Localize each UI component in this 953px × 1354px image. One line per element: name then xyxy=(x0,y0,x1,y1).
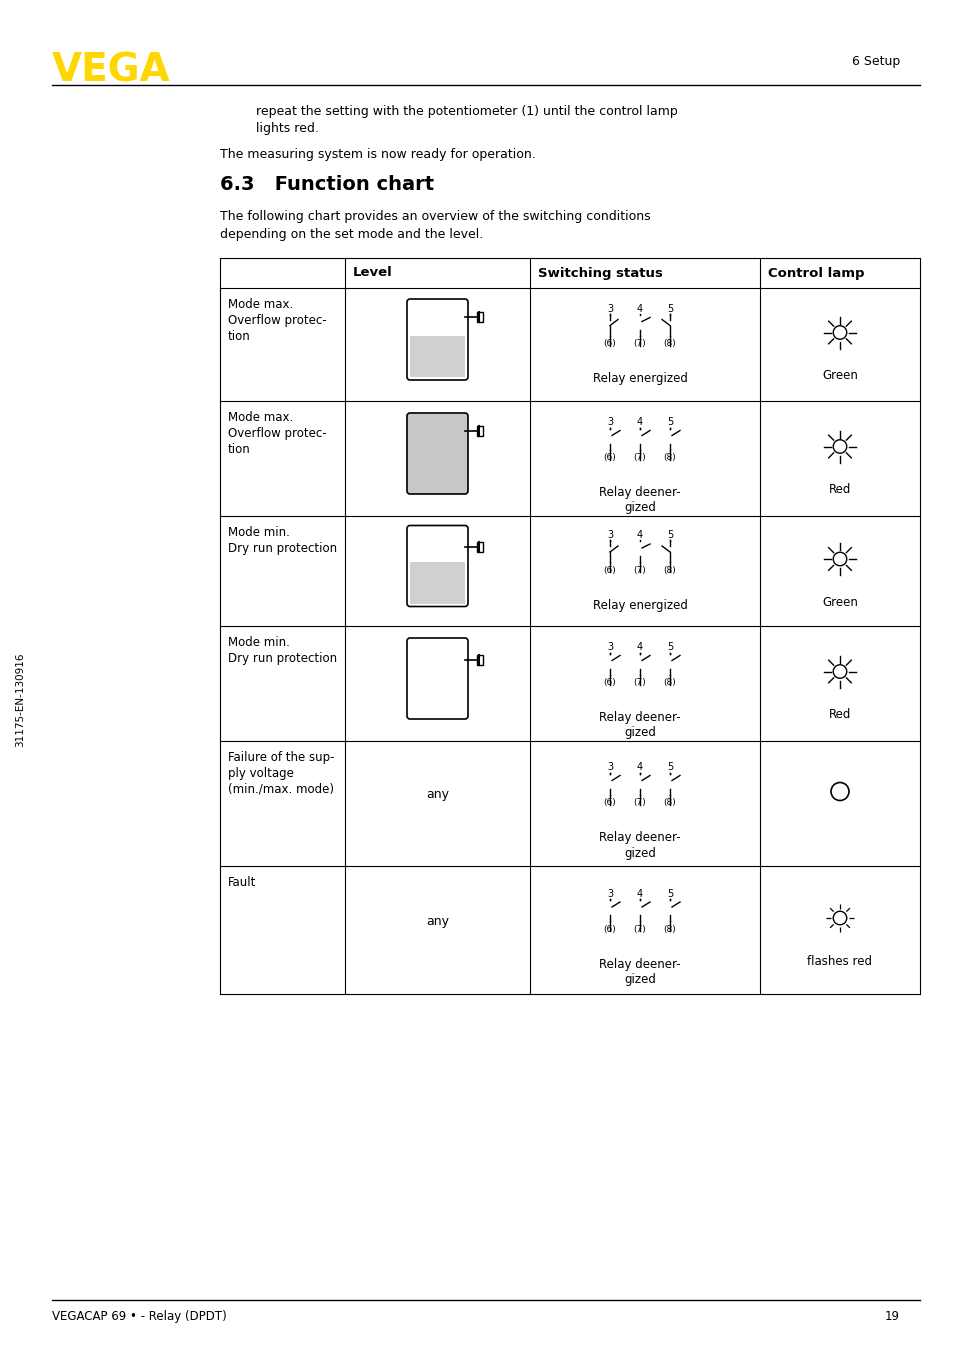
Text: (6): (6) xyxy=(603,566,616,575)
Text: 5: 5 xyxy=(666,890,673,899)
Text: Mode max.: Mode max. xyxy=(228,298,293,311)
Text: 3: 3 xyxy=(606,762,613,773)
Text: tion: tion xyxy=(228,443,251,456)
Text: Relay deener-: Relay deener- xyxy=(598,959,680,971)
Text: Relay deener-: Relay deener- xyxy=(598,486,680,500)
Text: Control lamp: Control lamp xyxy=(767,267,863,279)
Text: tion: tion xyxy=(228,330,251,343)
Text: repeat the setting with the potentiometer (1) until the control lamp: repeat the setting with the potentiomete… xyxy=(240,106,677,118)
Text: Level: Level xyxy=(353,267,393,279)
Text: gized: gized xyxy=(623,501,656,515)
Text: gized: gized xyxy=(623,974,656,986)
FancyBboxPatch shape xyxy=(410,336,464,376)
Text: Red: Red xyxy=(828,483,850,497)
Text: (7): (7) xyxy=(633,678,646,688)
Text: 3: 3 xyxy=(606,303,613,314)
Text: 4: 4 xyxy=(637,417,642,428)
Text: (8): (8) xyxy=(663,925,676,934)
Text: 4: 4 xyxy=(637,303,642,314)
Text: Fault: Fault xyxy=(228,876,256,890)
Text: Mode min.: Mode min. xyxy=(228,525,290,539)
Text: Green: Green xyxy=(821,370,857,382)
Text: gized: gized xyxy=(623,727,656,739)
Text: 19: 19 xyxy=(884,1311,899,1323)
Text: any: any xyxy=(426,915,449,927)
Text: Mode max.: Mode max. xyxy=(228,412,293,424)
Text: Green: Green xyxy=(821,596,857,609)
Text: 3: 3 xyxy=(606,417,613,428)
Text: Overflow protec-: Overflow protec- xyxy=(228,314,326,328)
Text: flashes red: flashes red xyxy=(806,955,872,968)
Text: (7): (7) xyxy=(633,566,646,575)
Text: Dry run protection: Dry run protection xyxy=(228,653,336,665)
Text: 5: 5 xyxy=(666,303,673,314)
Text: VEGA: VEGA xyxy=(52,51,171,89)
Text: 31175-EN-130916: 31175-EN-130916 xyxy=(15,653,25,747)
Text: VEGACAP 69 • - Relay (DPDT): VEGACAP 69 • - Relay (DPDT) xyxy=(52,1311,227,1323)
Text: Switching status: Switching status xyxy=(537,267,662,279)
Text: (7): (7) xyxy=(633,340,646,348)
Text: Mode min.: Mode min. xyxy=(228,636,290,649)
Text: (6): (6) xyxy=(603,454,616,463)
Text: Relay deener-: Relay deener- xyxy=(598,711,680,724)
Text: Dry run protection: Dry run protection xyxy=(228,542,336,555)
Text: 6.3   Function chart: 6.3 Function chart xyxy=(220,175,434,194)
Text: 4: 4 xyxy=(637,762,642,773)
Bar xyxy=(476,311,482,322)
Text: 4: 4 xyxy=(637,643,642,653)
Text: 5: 5 xyxy=(666,762,673,773)
Text: gized: gized xyxy=(623,846,656,860)
Text: The measuring system is now ready for operation.: The measuring system is now ready for op… xyxy=(220,148,536,161)
Text: 4: 4 xyxy=(637,890,642,899)
Text: lights red.: lights red. xyxy=(240,122,318,135)
Text: 3: 3 xyxy=(606,643,613,653)
Bar xyxy=(476,542,482,552)
Text: (8): (8) xyxy=(663,678,676,688)
Text: (8): (8) xyxy=(663,340,676,348)
Text: (7): (7) xyxy=(633,454,646,463)
Text: 4: 4 xyxy=(637,529,642,540)
Text: 5: 5 xyxy=(666,643,673,653)
Text: Relay energized: Relay energized xyxy=(592,598,687,612)
Text: (min./max. mode): (min./max. mode) xyxy=(228,783,334,796)
Text: (8): (8) xyxy=(663,454,676,463)
Text: any: any xyxy=(426,788,449,802)
Text: (8): (8) xyxy=(663,566,676,575)
FancyBboxPatch shape xyxy=(410,562,464,604)
Text: Red: Red xyxy=(828,708,850,722)
FancyBboxPatch shape xyxy=(407,413,468,494)
Text: 3: 3 xyxy=(606,890,613,899)
Text: (8): (8) xyxy=(663,799,676,807)
Text: Relay deener-: Relay deener- xyxy=(598,831,680,845)
Text: ply voltage: ply voltage xyxy=(228,766,294,780)
Bar xyxy=(476,655,482,665)
Text: Relay energized: Relay energized xyxy=(592,372,687,386)
Text: (7): (7) xyxy=(633,925,646,934)
Text: 3: 3 xyxy=(606,529,613,540)
Text: (6): (6) xyxy=(603,340,616,348)
Text: 5: 5 xyxy=(666,529,673,540)
Text: 5: 5 xyxy=(666,417,673,428)
Text: (7): (7) xyxy=(633,799,646,807)
Text: (6): (6) xyxy=(603,678,616,688)
Text: The following chart provides an overview of the switching conditions
depending o: The following chart provides an overview… xyxy=(220,210,650,241)
Bar xyxy=(476,427,482,436)
Text: (6): (6) xyxy=(603,925,616,934)
Text: Failure of the sup-: Failure of the sup- xyxy=(228,751,335,764)
Text: 6 Setup: 6 Setup xyxy=(851,56,899,68)
Text: Overflow protec-: Overflow protec- xyxy=(228,427,326,440)
Text: (6): (6) xyxy=(603,799,616,807)
